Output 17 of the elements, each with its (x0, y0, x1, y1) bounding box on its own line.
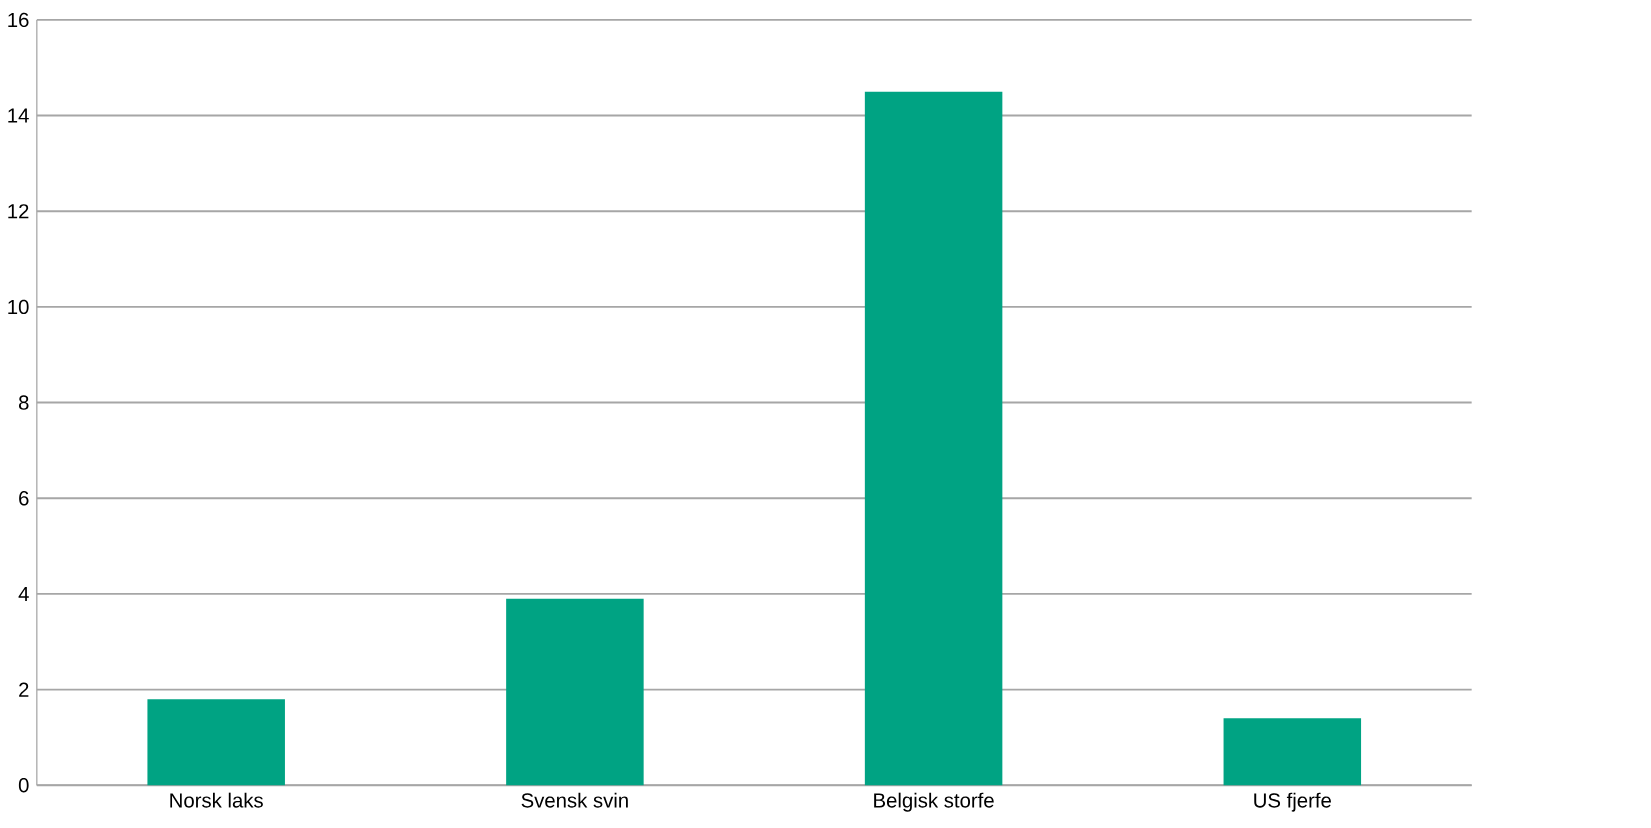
x-tick-label: Belgisk storfe (874, 792, 994, 812)
y-tick-label: 10 (8, 299, 29, 315)
y-tick-label: 4 (18, 587, 29, 602)
y-tick-label: 12 (8, 204, 29, 219)
y-tick-label: 2 (19, 682, 29, 697)
y-tick-label: 6 (19, 491, 29, 506)
x-tick-label: Norsk laks (170, 792, 263, 808)
bar (506, 598, 644, 786)
y-tick-label: 8 (18, 395, 29, 410)
bar (864, 91, 1003, 786)
y-tick-label: 0 (18, 778, 29, 793)
bar (147, 699, 285, 786)
y-tick-label: 14 (8, 108, 29, 123)
y-tick-label: 16 (8, 12, 29, 28)
x-tick-label: Svensk svin (521, 792, 628, 808)
x-tick-label: US fjerfe (1254, 792, 1331, 812)
bar (1223, 718, 1362, 786)
